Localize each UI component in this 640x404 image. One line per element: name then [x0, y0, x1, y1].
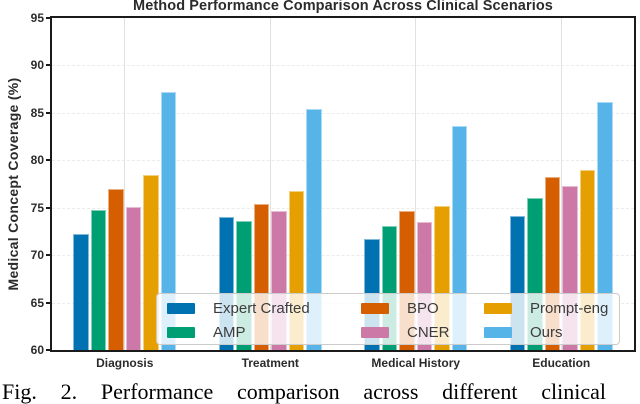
y-tick-mark [46, 17, 50, 19]
bar-amp [90, 209, 107, 350]
legend-item-prompt-eng: Prompt-eng [484, 298, 608, 318]
v-gridline [269, 18, 271, 350]
y-tick-label: 60 [30, 343, 44, 357]
bar-expert-crafted [73, 234, 89, 350]
legend-swatch [167, 326, 195, 338]
y-tick-mark [46, 64, 50, 67]
legend-label: Prompt-eng [530, 299, 609, 317]
legend-label: CNER [407, 323, 450, 341]
legend-swatch [167, 302, 195, 314]
y-tick-mark [46, 254, 50, 257]
figure-caption: Fig. 2. Performance comparison across di… [2, 379, 606, 404]
h-gridline [52, 112, 634, 114]
legend-label: BPO [407, 299, 439, 317]
x-tick-label: Diagnosis [96, 356, 154, 370]
y-tick-label: 65 [30, 295, 44, 310]
legend-item-expert-crafted: Expert Crafted [167, 298, 310, 318]
y-tick-mark [46, 159, 50, 162]
h-gridline [52, 255, 634, 257]
legend-item-cner: CNER [361, 322, 450, 342]
v-gridline [560, 18, 562, 350]
legend-swatch [484, 302, 512, 314]
bar-ours [160, 91, 177, 350]
y-tick-mark [46, 206, 50, 209]
bar-bpo [108, 188, 124, 350]
y-tick-label: 80 [30, 153, 44, 168]
y-tick-mark [46, 349, 50, 351]
y-tick-label: 70 [30, 248, 44, 263]
legend-item-ours: Ours [484, 322, 563, 342]
x-tick-label: Education [532, 356, 591, 370]
x-tick-label: Medical History [371, 356, 461, 370]
v-gridline [124, 18, 126, 350]
y-tick-mark [46, 111, 50, 114]
h-gridline [52, 65, 634, 67]
legend: Expert Crafted AMP BPO CNER Prompt-eng Ours [156, 293, 620, 345]
x-tick-label: Treatment [241, 356, 299, 370]
h-gridline [52, 160, 634, 162]
legend-label: Ours [530, 323, 563, 341]
y-tick-mark [46, 301, 50, 304]
bar-ours [597, 102, 613, 350]
legend-item-bpo: BPO [361, 298, 439, 318]
h-gridline [52, 207, 634, 209]
y-tick-label: 85 [30, 105, 44, 120]
legend-label: AMP [213, 323, 246, 341]
legend-item-amp: AMP [167, 322, 246, 342]
bar-ours [306, 109, 322, 350]
legend-label: Expert Crafted [213, 299, 310, 317]
v-gridline [415, 18, 417, 350]
bar-prompt-eng [143, 174, 159, 350]
y-tick-label: 75 [30, 200, 44, 215]
chart-title: Method Performance Comparison Across Cli… [133, 0, 553, 14]
bar-cner [125, 206, 142, 350]
y-tick-label: 95 [30, 11, 44, 25]
legend-swatch [361, 302, 389, 314]
y-tick-label: 90 [30, 58, 44, 73]
legend-swatch [484, 326, 512, 338]
legend-swatch [361, 326, 389, 338]
